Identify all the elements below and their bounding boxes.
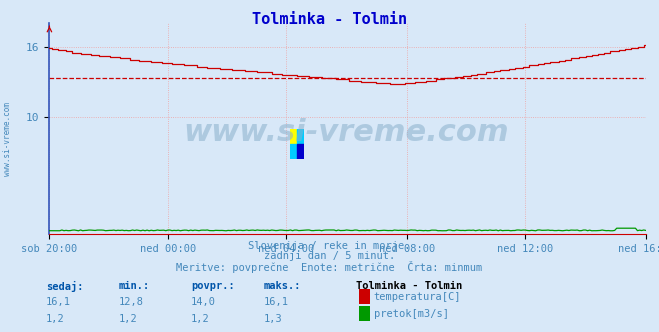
Text: temperatura[C]: temperatura[C]: [374, 292, 461, 302]
Bar: [297, 144, 304, 159]
Bar: [290, 144, 297, 159]
Text: 16,1: 16,1: [264, 297, 289, 307]
Text: maks.:: maks.:: [264, 281, 301, 290]
Text: www.si-vreme.com: www.si-vreme.com: [3, 103, 13, 176]
Text: 14,0: 14,0: [191, 297, 216, 307]
Text: Meritve: povprečne  Enote: metrične  Črta: minmum: Meritve: povprečne Enote: metrične Črta:…: [177, 261, 482, 273]
Text: Tolminka - Tolmin: Tolminka - Tolmin: [356, 281, 462, 290]
Text: povpr.:: povpr.:: [191, 281, 235, 290]
Text: min.:: min.:: [119, 281, 150, 290]
Text: zadnji dan / 5 minut.: zadnji dan / 5 minut.: [264, 251, 395, 261]
Text: 1,2: 1,2: [46, 314, 65, 324]
Text: 12,8: 12,8: [119, 297, 144, 307]
Text: pretok[m3/s]: pretok[m3/s]: [374, 309, 449, 319]
Text: 16,1: 16,1: [46, 297, 71, 307]
Text: 1,2: 1,2: [191, 314, 210, 324]
Text: 1,3: 1,3: [264, 314, 282, 324]
Text: sedaj:: sedaj:: [46, 281, 84, 291]
Bar: [297, 129, 304, 144]
Text: Slovenija / reke in morje.: Slovenija / reke in morje.: [248, 241, 411, 251]
Text: 1,2: 1,2: [119, 314, 137, 324]
Bar: [290, 129, 297, 144]
Text: Tolminka - Tolmin: Tolminka - Tolmin: [252, 12, 407, 27]
Text: www.si-vreme.com: www.si-vreme.com: [183, 118, 509, 147]
